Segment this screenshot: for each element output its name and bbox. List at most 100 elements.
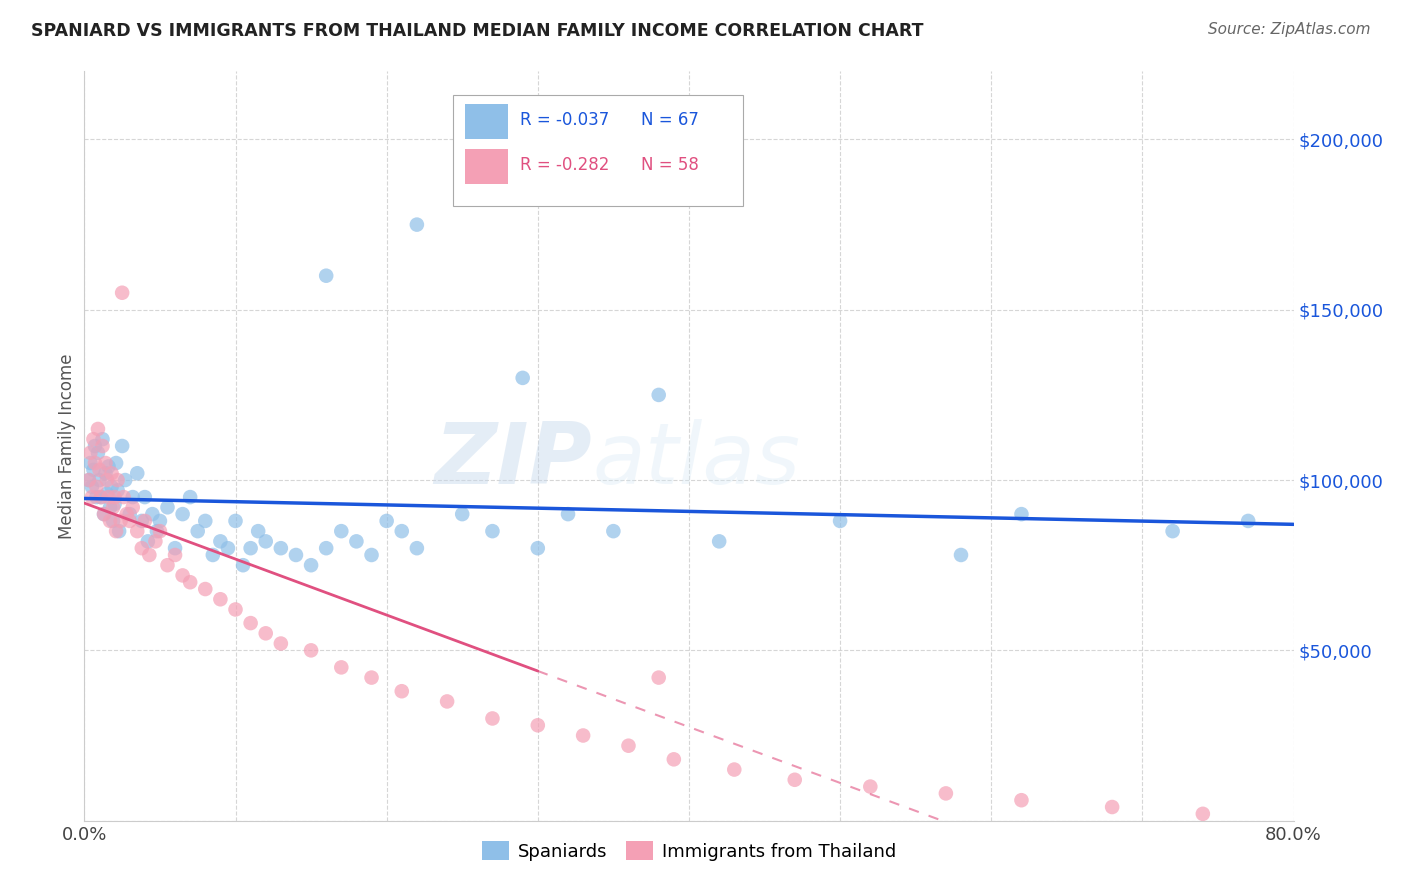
Point <box>84 439 107 453</box>
Point <box>121 490 143 504</box>
Point <box>127 467 149 481</box>
Point <box>451 507 474 521</box>
Point <box>1161 524 1184 538</box>
Point <box>79 446 101 460</box>
Point <box>111 439 134 453</box>
Point <box>481 524 503 538</box>
Point <box>859 780 882 794</box>
Point <box>108 524 131 538</box>
Point <box>406 541 429 556</box>
Point <box>194 582 217 596</box>
Point <box>86 480 108 494</box>
Point <box>91 439 114 453</box>
Point <box>179 490 201 504</box>
Point <box>100 467 122 481</box>
Point <box>225 602 247 616</box>
Point <box>950 548 973 562</box>
Point <box>94 467 117 481</box>
Point <box>723 763 745 777</box>
Point <box>254 534 277 549</box>
Point <box>107 473 129 487</box>
Point <box>145 534 167 549</box>
Point <box>172 568 194 582</box>
Point <box>935 786 957 800</box>
Point <box>299 558 322 573</box>
Point <box>247 524 270 538</box>
Point <box>96 486 118 500</box>
Point <box>100 480 122 494</box>
Point <box>89 473 111 487</box>
Point <box>97 490 120 504</box>
Point <box>602 524 624 538</box>
Point <box>830 514 852 528</box>
Point <box>270 541 292 556</box>
Point <box>709 534 731 549</box>
Point <box>1237 514 1260 528</box>
Point <box>239 541 262 556</box>
Point <box>783 772 806 787</box>
FancyBboxPatch shape <box>465 149 508 184</box>
Point <box>97 459 120 474</box>
Point <box>134 490 156 504</box>
Point <box>194 514 217 528</box>
Point <box>217 541 239 556</box>
Legend: Spaniards, Immigrants from Thailand: Spaniards, Immigrants from Thailand <box>475 834 903 868</box>
Point <box>91 432 114 446</box>
FancyBboxPatch shape <box>453 95 744 206</box>
Point <box>89 463 111 477</box>
Point <box>80 490 103 504</box>
Point <box>360 548 382 562</box>
Point <box>115 507 138 521</box>
Point <box>1011 793 1033 807</box>
Point <box>346 534 368 549</box>
Point <box>662 752 685 766</box>
Point <box>209 592 232 607</box>
Point <box>114 473 136 487</box>
Point <box>391 524 413 538</box>
Point <box>527 541 550 556</box>
Point <box>110 514 132 528</box>
Point <box>96 473 118 487</box>
Point <box>187 524 209 538</box>
Point <box>82 432 104 446</box>
Text: SPANIARD VS IMMIGRANTS FROM THAILAND MEDIAN FAMILY INCOME CORRELATION CHART: SPANIARD VS IMMIGRANTS FROM THAILAND MED… <box>31 22 924 40</box>
Point <box>111 285 134 300</box>
Point <box>648 388 671 402</box>
Point <box>101 500 124 515</box>
Point <box>299 643 322 657</box>
Point <box>149 524 172 538</box>
Point <box>648 671 671 685</box>
Point <box>1011 507 1033 521</box>
Point <box>93 507 115 521</box>
Point <box>136 534 159 549</box>
Text: R = -0.282: R = -0.282 <box>520 156 609 174</box>
Point <box>80 480 103 494</box>
Point <box>375 514 398 528</box>
Point <box>156 558 179 573</box>
Y-axis label: Median Family Income: Median Family Income <box>58 353 76 539</box>
Point <box>77 473 100 487</box>
Point <box>98 500 121 515</box>
Point <box>156 500 179 515</box>
Point <box>131 514 153 528</box>
Point <box>90 490 112 504</box>
Point <box>105 524 128 538</box>
Point <box>232 558 254 573</box>
Point <box>360 671 382 685</box>
Point <box>118 507 141 521</box>
Point <box>572 729 595 743</box>
Point <box>131 541 153 556</box>
Point <box>86 490 108 504</box>
Point <box>436 694 458 708</box>
Point <box>104 490 127 504</box>
FancyBboxPatch shape <box>465 104 508 139</box>
Point <box>179 575 201 590</box>
Point <box>90 490 112 504</box>
Point <box>141 507 163 521</box>
Point <box>98 514 121 528</box>
Point <box>146 524 169 538</box>
Point <box>77 473 100 487</box>
Point <box>134 514 156 528</box>
Point <box>87 446 110 460</box>
Point <box>617 739 640 753</box>
